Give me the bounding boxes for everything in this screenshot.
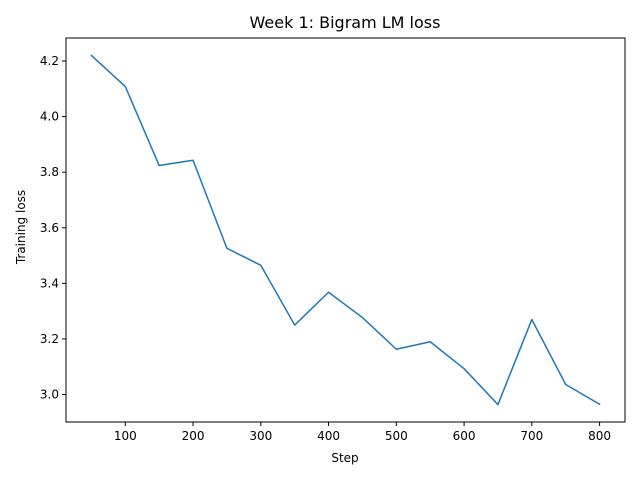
y-tick-label: 3.8 <box>40 165 59 179</box>
y-tick-label: 3.6 <box>40 221 59 235</box>
y-tick-label: 4.2 <box>40 54 59 68</box>
x-tick-label: 500 <box>385 429 408 443</box>
y-tick-label: 4.0 <box>40 110 59 124</box>
x-tick-label: 600 <box>453 429 476 443</box>
y-tick-label: 3.4 <box>40 276 59 290</box>
x-tick-label: 700 <box>520 429 543 443</box>
chart-title: Week 1: Bigram LM loss <box>250 13 441 32</box>
x-tick-label: 300 <box>249 429 272 443</box>
x-tick-label: 400 <box>317 429 340 443</box>
axes-frame <box>65 37 626 423</box>
x-axis: 100 200 300 400 500 600 700 800 <box>114 422 611 443</box>
x-tick-label: 200 <box>182 429 205 443</box>
y-tick-label: 3.0 <box>40 388 59 402</box>
series-line-0 <box>90 54 601 406</box>
x-tick-label: 100 <box>114 429 137 443</box>
y-tick-label: 3.2 <box>40 332 59 346</box>
x-tick-label: 800 <box>588 429 611 443</box>
y-axis: 3.0 3.2 3.4 3.6 3.8 4.0 4.2 <box>40 54 66 402</box>
y-axis-label: Training loss <box>14 190 28 265</box>
plot-area <box>65 37 626 423</box>
x-axis-label: Step <box>331 451 358 465</box>
